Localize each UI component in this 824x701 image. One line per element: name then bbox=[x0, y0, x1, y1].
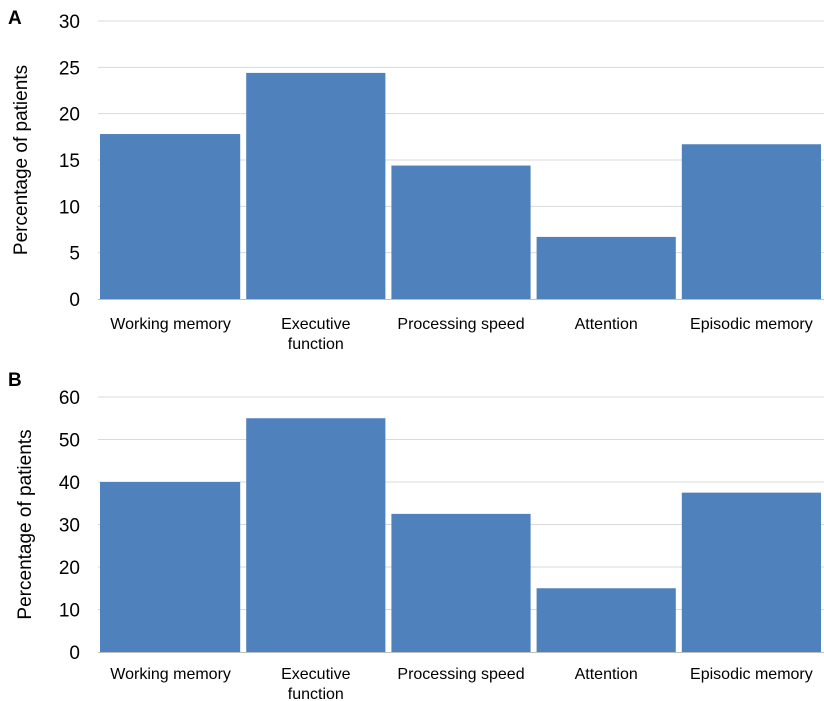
panel-b-letter: B bbox=[8, 370, 22, 391]
panel-b-category-label: Episodic memory bbox=[690, 666, 813, 683]
panel-a-bar bbox=[100, 134, 241, 299]
panel-a-ytick-label: 20 bbox=[59, 105, 80, 126]
panel-a-ytick-label: 15 bbox=[59, 151, 80, 172]
panel-a-category-label: Attention bbox=[575, 316, 638, 333]
panel-b-category-label: Processing speed bbox=[397, 666, 524, 683]
panel-b-ytick-label: 0 bbox=[69, 643, 80, 664]
panel-a-category-label: Episodic memory bbox=[690, 316, 813, 333]
panel-a-ytick-label: 30 bbox=[59, 12, 80, 33]
panel-b-ytick-label: 30 bbox=[59, 516, 80, 537]
panel-a-bar bbox=[681, 144, 821, 299]
panel-b-category-label: Attention bbox=[575, 666, 638, 683]
panel-a-category-label: Working memory bbox=[110, 316, 231, 333]
panel-a-ytick-label: 10 bbox=[59, 197, 80, 218]
panel-a-ytick-label: 25 bbox=[59, 58, 80, 79]
panel-b-bar bbox=[681, 492, 821, 652]
panel-b-ytick-label: 50 bbox=[59, 431, 80, 452]
panel-b-ytick-label: 40 bbox=[59, 473, 80, 494]
panel-a-bar bbox=[391, 165, 531, 299]
panel-b-ytick-label: 60 bbox=[59, 388, 80, 409]
panel-a-ytick-label: 0 bbox=[69, 290, 80, 311]
panel-b-bar bbox=[100, 482, 241, 652]
panel-a-bar bbox=[246, 72, 386, 299]
panel-b-category-label: Working memory bbox=[110, 666, 231, 683]
panel-a-bar bbox=[536, 236, 676, 299]
panel-b-category-label: Executive function bbox=[281, 666, 350, 701]
panel-b-bar bbox=[391, 513, 531, 652]
panel-a-category-label: Processing speed bbox=[397, 316, 524, 333]
panel-b-bar bbox=[536, 588, 676, 652]
panel-b-y-axis-label: Percentage of patients bbox=[15, 429, 36, 619]
panel-a-category-label: Executive function bbox=[281, 316, 350, 353]
panel-a-letter: A bbox=[8, 8, 22, 29]
panel-b-ytick-label: 10 bbox=[59, 601, 80, 622]
panel-a-y-axis-label: Percentage of patients bbox=[11, 65, 32, 255]
panel-a-ytick-label: 5 bbox=[69, 244, 80, 265]
panel-b-bar bbox=[246, 418, 386, 652]
panel-b-ytick-label: 20 bbox=[59, 558, 80, 579]
